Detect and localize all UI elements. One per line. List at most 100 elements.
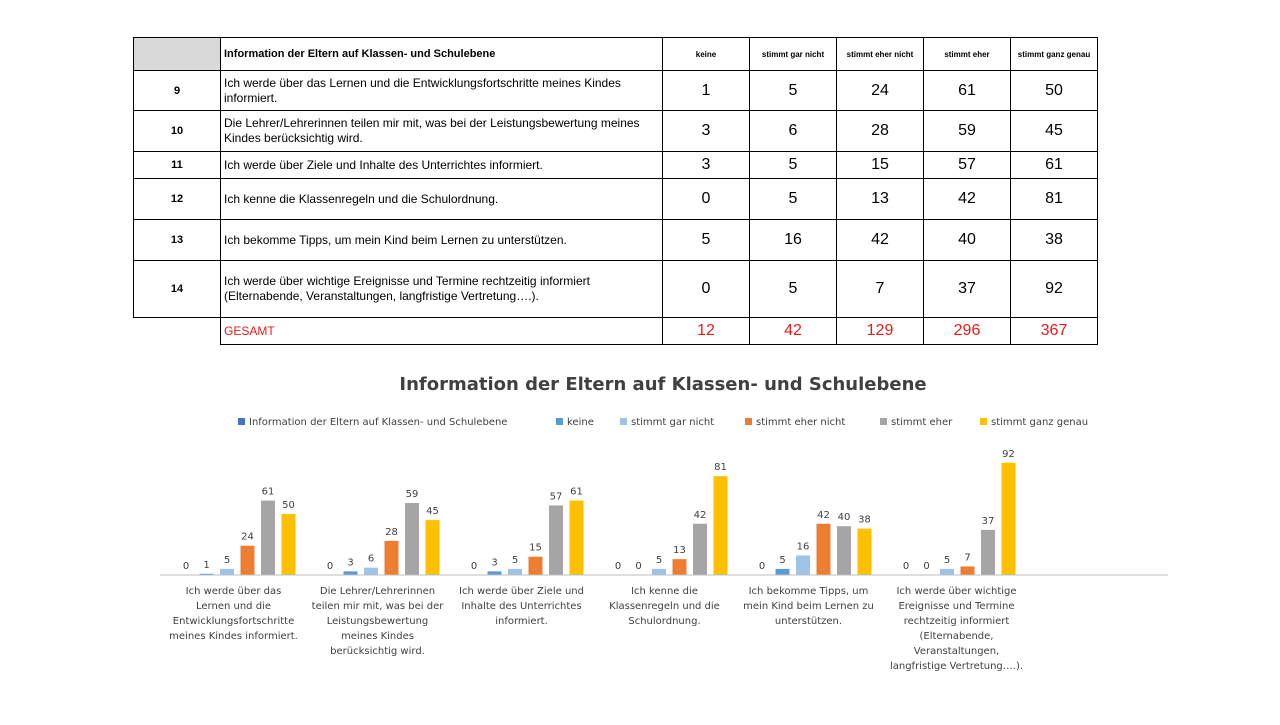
category-label-line: Die Lehrer/Lehrerinnen — [319, 586, 436, 597]
bar — [508, 568, 522, 575]
table-row: 11 Ich werde über Ziele und Inhalte des … — [133, 151, 1098, 179]
bar-data-label: 0 — [615, 561, 621, 572]
cell-value: 37 — [923, 260, 1011, 318]
legend-label: stimmt eher nicht — [756, 417, 845, 428]
legend-label: keine — [567, 417, 594, 428]
bar — [220, 568, 234, 575]
bar — [960, 566, 975, 575]
category-label-line: Ereignisse und Termine — [898, 601, 1015, 612]
cell-value: 42 — [836, 219, 924, 261]
chart-bars — [199, 462, 1016, 575]
bar — [549, 505, 563, 575]
legend-label: stimmt gar nicht — [631, 417, 714, 428]
cell-value: 81 — [1010, 178, 1098, 220]
cell-value: 61 — [923, 70, 1011, 111]
cell-value: 5 — [749, 178, 837, 220]
cell-value: 59 — [923, 110, 1011, 152]
bar-data-label: 28 — [385, 527, 398, 538]
chart-title: Information der Eltern auf Klassen- und … — [399, 374, 926, 395]
bar — [1001, 462, 1016, 575]
category-label: Ich werde über das Lernen und die Entwickl… — [161, 584, 306, 644]
header-blank-cell — [133, 37, 221, 71]
cell-value: 38 — [1010, 219, 1098, 261]
bar — [652, 568, 666, 575]
cell-value: 50 — [1010, 70, 1098, 111]
bar-data-label: 57 — [550, 491, 563, 502]
table-title: Information der Eltern auf Klassen- und … — [220, 37, 663, 71]
bar-data-label: 5 — [779, 555, 785, 566]
column-header-stimmt-ganz-genau: stimmt ganz genau — [1010, 37, 1098, 71]
table-row: 13 Ich bekomme Tipps, um mein Kind beim … — [133, 219, 1098, 261]
bar — [796, 555, 810, 575]
total-value: 296 — [923, 317, 1011, 345]
category-label-line: Ich bekomme Tipps, um — [748, 586, 869, 597]
cell-value: 5 — [749, 260, 837, 318]
category-label-line: (Elternabende, — [919, 631, 994, 642]
cell-value: 13 — [836, 178, 924, 220]
bar — [672, 559, 687, 575]
category-label-line: Veranstaltungen, — [913, 646, 1000, 657]
category-label-line: Ich werde über wichtige — [896, 586, 1017, 597]
bar-data-label: 0 — [471, 561, 477, 572]
bar — [487, 571, 502, 575]
category-label: Ich werde über Ziele und Inhalte des Unte… — [449, 584, 594, 629]
bar-data-label: 37 — [982, 516, 995, 527]
bar — [857, 528, 872, 575]
column-header-stimmt-eher: stimmt eher — [923, 37, 1011, 71]
cell-value: 3 — [662, 151, 750, 179]
bar — [405, 503, 419, 575]
category-label-line: meines Kindes — [341, 631, 414, 642]
bar — [693, 523, 707, 575]
cell-value: 57 — [923, 151, 1011, 179]
bar-data-label: 7 — [964, 552, 970, 563]
row-statement: Ich werde über das Lernen und die Entwic… — [220, 70, 663, 111]
table-row: 10 Die Lehrer/Lehrerinnen teilen mir mit… — [133, 110, 1098, 152]
chart-legend: Information der Eltern auf Klassen- und … — [238, 417, 1088, 428]
cell-value: 15 — [836, 151, 924, 179]
bar-data-label: 42 — [817, 510, 830, 521]
category-label: Die Lehrer/Lehrerinnen teilen mir mit, wa… — [305, 584, 450, 659]
category-label-line: rechtzeitig informiert — [903, 616, 1010, 627]
bar-data-label: 0 — [923, 561, 929, 572]
bar-data-label: 61 — [570, 487, 583, 498]
bar-data-label: 61 — [262, 487, 275, 498]
table-row: 14 Ich werde über wichtige Ereignisse un… — [133, 260, 1098, 318]
bar-data-label: 81 — [714, 462, 727, 473]
bar-data-label: 92 — [1002, 449, 1015, 460]
category-label-line: Schulordnung. — [628, 616, 701, 627]
bar-data-label: 0 — [759, 561, 765, 572]
cell-value: 0 — [662, 178, 750, 220]
bar-data-label: 5 — [512, 555, 518, 566]
total-label: GESAMT — [220, 317, 663, 345]
category-label: Ich werde über wichtige Ereignisse und Te… — [884, 584, 1029, 674]
bar — [528, 556, 543, 575]
cell-value: 40 — [923, 219, 1011, 261]
bar-data-label: 5 — [224, 555, 230, 566]
cell-value: 1 — [662, 70, 750, 111]
category-label-line: berücksichtig wird. — [330, 646, 425, 657]
legend-swatch — [556, 418, 563, 425]
bar-data-label: 5 — [656, 555, 662, 566]
category-label-line: meines Kindes informiert. — [169, 631, 298, 642]
bar — [240, 545, 255, 575]
bar — [261, 500, 275, 575]
category-label-line: teilen mir mit, was bei der — [311, 601, 444, 612]
cell-value: 45 — [1010, 110, 1098, 152]
bar — [816, 523, 831, 575]
table-row: 9 Ich werde über das Lernen und die Entw… — [133, 70, 1098, 111]
row-number: 9 — [133, 70, 221, 111]
cell-value: 92 — [1010, 260, 1098, 318]
chart-svg: Information der Eltern auf Klassen- und … — [160, 374, 1168, 576]
cell-value: 5 — [662, 219, 750, 261]
bar-data-label: 0 — [327, 561, 333, 572]
category-label: Ich kenne die Klassenregeln und die Schulo… — [592, 584, 737, 629]
legend-label: stimmt ganz genau — [991, 417, 1088, 428]
cell-value: 24 — [836, 70, 924, 111]
legend-swatch — [980, 418, 987, 425]
bar-data-label: 24 — [241, 532, 254, 543]
bar-data-label: 38 — [858, 515, 871, 526]
row-number: 12 — [133, 178, 221, 220]
total-row: GESAMT 12 42 129 296 367 — [134, 317, 1098, 345]
cell-value: 16 — [749, 219, 837, 261]
